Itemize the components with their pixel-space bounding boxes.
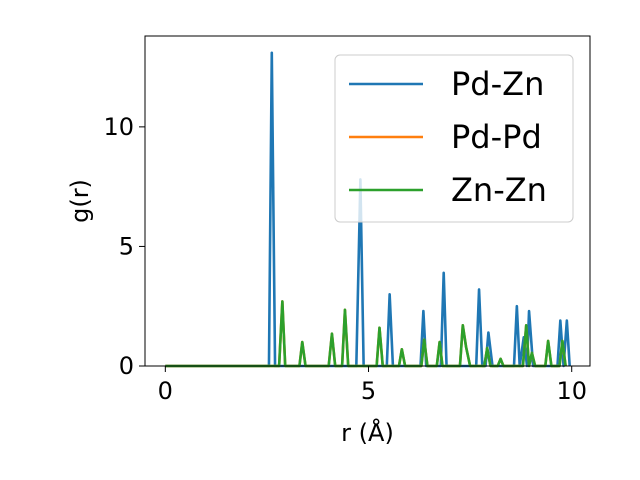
ticks-layer: 0 5 10 0 5 10 (103, 113, 587, 405)
legend-label-pd-zn: Pd-Zn (451, 65, 544, 103)
series-line-zn-zn (165, 300, 567, 368)
y-axis-label: g(r) (66, 179, 94, 223)
legend-label-zn-zn: Zn-Zn (451, 171, 547, 209)
x-tick-label: 5 (361, 377, 376, 405)
series-layer (165, 51, 571, 368)
legend-label-pd-pd: Pd-Pd (451, 118, 542, 156)
y-tick-label: 10 (103, 113, 134, 141)
legend-box (334, 54, 574, 223)
x-axis-label: r (Å) (341, 418, 394, 447)
series-line-pd-zn (165, 51, 571, 368)
plot-frame (144, 35, 591, 367)
x-tick-label: 10 (556, 377, 587, 405)
y-tick-label: 0 (119, 352, 134, 380)
y-tick-label: 5 (119, 232, 134, 260)
x-tick-label: 0 (158, 377, 173, 405)
legend: Pd-Zn Pd-Pd Zn-Zn (334, 54, 574, 223)
